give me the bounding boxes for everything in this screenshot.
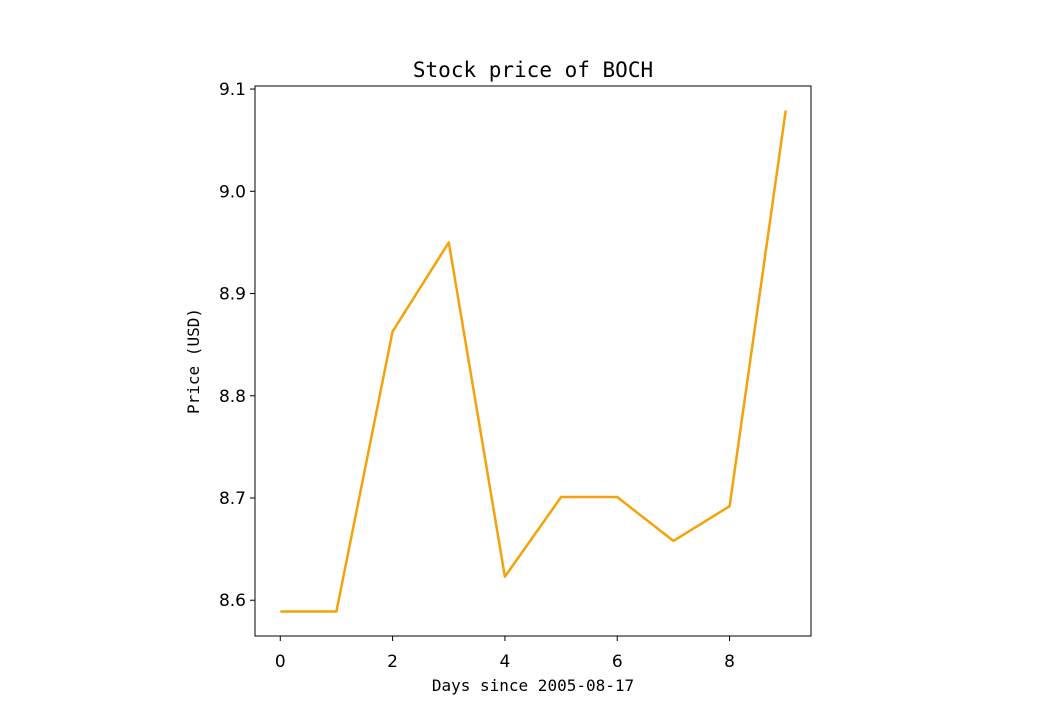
x-tick-label: 2 [387,652,398,672]
y-axis-label: Price (USD) [184,308,203,414]
x-tick-label: 4 [500,652,511,672]
series-layer [280,110,787,613]
y-tick-label: 8.8 [219,387,246,407]
y-tick-label: 9.0 [219,182,246,202]
plot-frame [254,85,812,637]
x-tick-label: 8 [724,652,735,672]
x-tick-label: 0 [275,652,286,672]
y-tick-label: 9.1 [219,80,246,100]
x-axis-ticks: 0 2 4 6 8 [275,636,735,672]
y-tick-label: 8.7 [219,489,246,509]
y-tick-label: 8.6 [219,591,246,611]
x-axis-label: Days since 2005-08-17 [432,676,634,695]
series-line [280,110,787,613]
y-axis-ticks: 8.6 8.7 8.8 8.9 9.0 9.1 [219,80,255,611]
x-tick-label: 6 [612,652,623,672]
chart-title: Stock price of BOCH [413,58,653,82]
y-tick-label: 8.9 [219,285,246,305]
